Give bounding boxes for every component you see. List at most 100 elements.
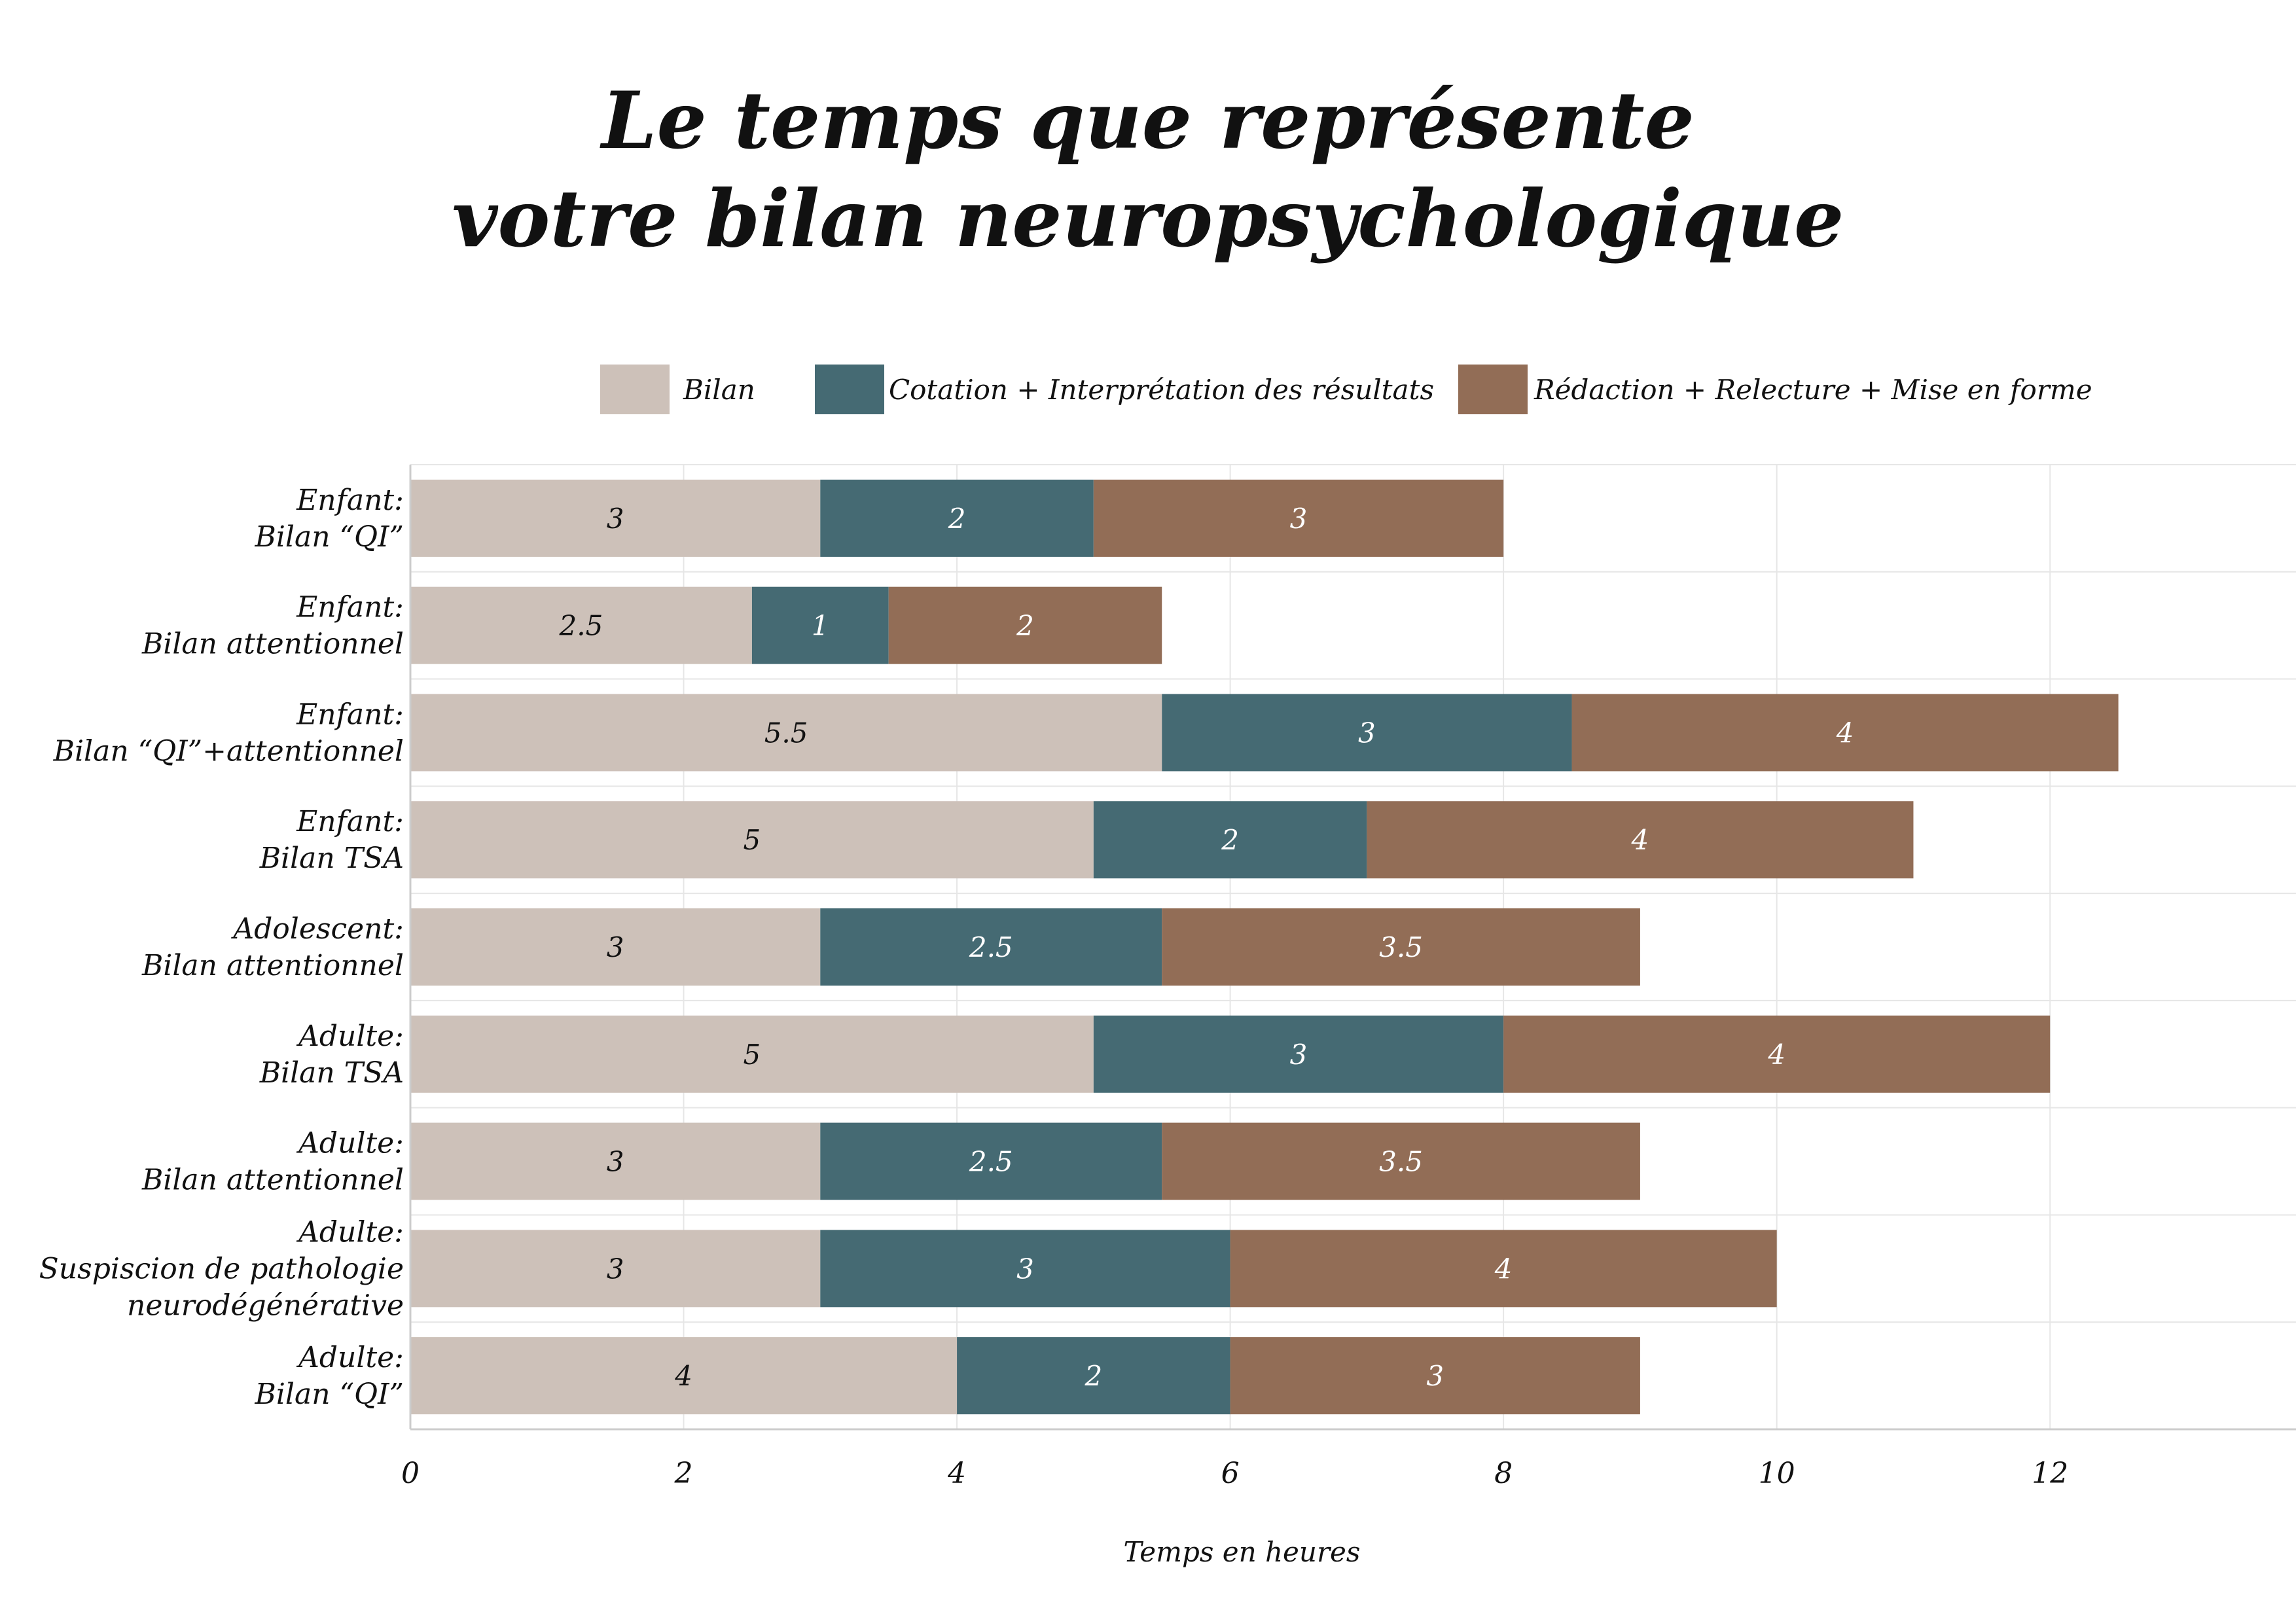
bar-label-5-1: 3: [1290, 1039, 1308, 1071]
bar-8-1: [957, 1337, 1230, 1415]
category-label-2: Enfant: Bilan “QI”+attentionnel: [53, 698, 404, 768]
bar-label-6-1: 2.5: [969, 1146, 1013, 1178]
bar-label-8-1: 2: [1084, 1360, 1102, 1392]
legend-swatch-1: [815, 365, 884, 414]
category-label-line: Adulte:: [296, 1127, 404, 1160]
bar-label-8-2: 3: [1426, 1360, 1444, 1392]
bar-label-1-1: 1: [812, 610, 829, 642]
bar-7-1: [820, 1230, 1230, 1308]
bar-3-0: [410, 801, 1094, 879]
bar-0-1: [820, 479, 1094, 557]
bar-label-2-1: 3: [1358, 717, 1376, 749]
bar-5-0: [410, 1015, 1094, 1093]
bar-7-2: [1230, 1230, 1777, 1308]
bar-label-1-0: 2.5: [559, 610, 603, 642]
x-tick-label-0: 0: [401, 1457, 420, 1490]
x-tick-label-1: 2: [674, 1457, 693, 1490]
bar-label-5-2: 4: [1767, 1039, 1785, 1071]
category-label-line: Enfant:: [296, 484, 404, 517]
category-label-line: Suspiscion de pathologie: [39, 1252, 404, 1285]
bar-1-0: [410, 586, 752, 664]
x-tick-label-2: 4: [947, 1457, 966, 1490]
x-tick-label-4: 8: [1494, 1457, 1513, 1490]
legend-swatch-0: [600, 365, 670, 414]
bar-2-2: [1571, 694, 2119, 772]
x-tick-label-5: 10: [1759, 1457, 1795, 1490]
category-label-line: Enfant:: [296, 805, 404, 838]
bar-label-4-0: 3: [607, 931, 624, 963]
bar-label-6-0: 3: [607, 1146, 624, 1178]
bar-label-1-2: 2: [1016, 610, 1034, 642]
bar-label-7-1: 3: [1016, 1253, 1034, 1285]
category-label-line: neurodégénérative: [127, 1289, 404, 1322]
bar-4-2: [1162, 908, 1640, 986]
bar-2-0: [410, 694, 1162, 772]
chart-title: Le temps que représente votre bilan neur…: [0, 72, 2296, 268]
bar-3-1: [1093, 801, 1367, 879]
category-label-1: Enfant: Bilan attentionnel: [141, 591, 404, 661]
bar-7-0: [410, 1230, 821, 1308]
bar-label-2-2: 4: [1836, 717, 1854, 749]
bar-label-4-1: 2.5: [969, 931, 1013, 963]
legend-swatch-2: [1458, 365, 1528, 414]
category-label-line: Adolescent:: [230, 912, 404, 946]
legend-label-0: Bilan: [683, 374, 755, 406]
legend-label-2: Rédaction + Relecture + Mise en forme: [1534, 374, 2092, 406]
bar-6-1: [820, 1122, 1162, 1200]
category-label-6: Adulte: Bilan attentionnel: [141, 1127, 404, 1197]
bar-6-0: [410, 1122, 821, 1200]
category-label-line: Adulte:: [296, 1020, 404, 1053]
bar-6-2: [1162, 1122, 1640, 1200]
bar-label-7-0: 3: [607, 1253, 624, 1285]
category-label-line: Bilan attentionnel: [141, 949, 404, 982]
chart-title-line-2: votre bilan neuropsychologique: [452, 173, 1844, 265]
category-label-line: Adulte:: [296, 1341, 404, 1374]
bar-label-5-0: 5: [744, 1039, 761, 1071]
x-tick-label-3: 6: [1221, 1457, 1240, 1490]
bar-label-4-2: 3.5: [1379, 931, 1423, 963]
category-label-line: Bilan “QI”+attentionnel: [53, 734, 404, 768]
bar-2-1: [1162, 694, 1572, 772]
bar-label-8-0: 4: [674, 1360, 692, 1392]
bar-0-0: [410, 479, 821, 557]
category-label-7: Adulte: Suspiscion de pathologie neurodégé…: [39, 1215, 404, 1322]
bar-5-2: [1503, 1015, 2051, 1093]
category-label-line: Bilan “QI”: [255, 1378, 404, 1411]
category-label-3: Enfant: Bilan TSA: [259, 805, 404, 875]
category-label-5: Adulte: Bilan TSA: [259, 1020, 404, 1090]
bar-8-2: [1230, 1337, 1640, 1415]
category-label-line: Bilan attentionnel: [141, 628, 404, 661]
category-label-line: Bilan “QI”: [255, 520, 404, 554]
bar-4-1: [820, 908, 1162, 986]
bar-label-3-1: 2: [1221, 824, 1239, 856]
bar-label-3-2: 4: [1631, 824, 1649, 856]
bar-label-6-2: 3.5: [1379, 1146, 1423, 1178]
bar-1-1: [751, 586, 889, 664]
category-label-4: Adolescent: Bilan attentionnel: [141, 912, 404, 982]
legend-label-1: Cotation + Interprétation des résultats: [889, 374, 1434, 406]
bar-8-0: [410, 1337, 958, 1415]
bar-3-2: [1367, 801, 1914, 879]
bar-1-2: [888, 586, 1162, 664]
bar-5-1: [1093, 1015, 1504, 1093]
bar-label-0-0: 3: [607, 503, 624, 535]
bar-4-0: [410, 908, 821, 986]
bar-0-2: [1093, 479, 1504, 557]
category-label-line: Enfant:: [296, 698, 404, 731]
x-tick-label-6: 12: [2032, 1457, 2068, 1490]
bar-label-0-1: 2: [948, 503, 966, 535]
bar-label-7-2: 4: [1494, 1253, 1513, 1285]
category-label-line: Enfant:: [296, 591, 404, 624]
category-label-line: Bilan attentionnel: [141, 1164, 404, 1197]
chart-title-line-1: Le temps que représente: [601, 75, 1695, 167]
category-label-line: Bilan TSA: [259, 842, 404, 875]
bar-label-0-2: 3: [1290, 503, 1308, 535]
category-label-line: Bilan TSA: [259, 1056, 404, 1090]
bar-label-2-0: 5.5: [764, 717, 808, 749]
category-label-8: Adulte: Bilan “QI”: [255, 1341, 404, 1411]
x-axis-title: Temps en heures: [1124, 1536, 1361, 1568]
category-label-line: Adulte:: [296, 1215, 404, 1249]
bar-label-3-0: 5: [744, 824, 761, 856]
